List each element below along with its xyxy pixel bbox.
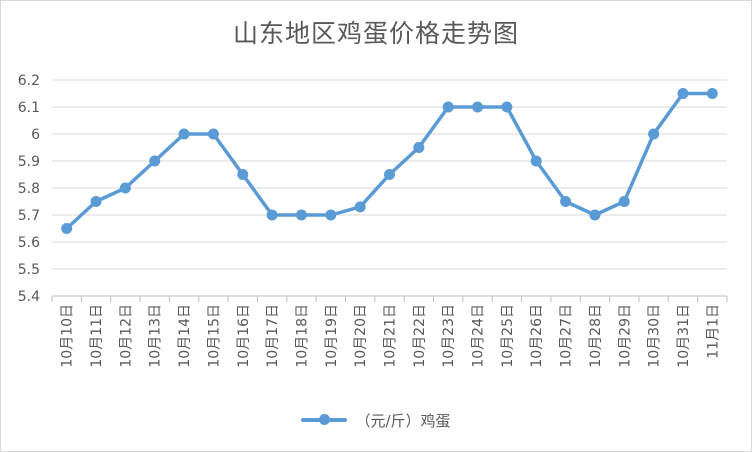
x-tick-label: 10月19日 <box>324 304 340 368</box>
x-tick-label: 11月1日 <box>705 304 721 359</box>
data-point <box>325 209 337 221</box>
data-point <box>706 88 718 99</box>
data-point <box>589 209 601 221</box>
data-point <box>384 169 395 180</box>
x-tick-label: 10月10日 <box>60 304 76 368</box>
x-tick-label: 10月27日 <box>559 304 575 368</box>
x-tick-label: 10月20日 <box>353 304 369 368</box>
data-point <box>472 101 484 113</box>
x-tick-label: 10月25日 <box>500 304 516 368</box>
x-tick-label: 10月30日 <box>647 304 663 368</box>
data-point <box>413 142 425 153</box>
data-point <box>677 88 689 99</box>
y-tick-label: 5.8 <box>18 181 40 197</box>
data-point <box>354 201 366 213</box>
data-point <box>90 196 102 207</box>
x-tick-label: 10月13日 <box>148 304 164 368</box>
legend: （元/斤）鸡蛋 <box>0 408 752 432</box>
x-tick-label: 10月14日 <box>177 304 193 368</box>
legend-label: （元/斤）鸡蛋 <box>355 411 451 430</box>
data-point <box>237 169 249 180</box>
data-point <box>119 182 131 194</box>
x-tick-label: 10月16日 <box>236 304 252 368</box>
x-tick-label: 10月11日 <box>89 304 105 368</box>
data-point <box>560 196 572 207</box>
y-tick-label: 6.1 <box>18 100 40 116</box>
x-axis: 10月10日 10月11日 10月12日 10月13日 10月14日 10月15日 10月1… <box>51 296 728 368</box>
x-tick-label: 10月29日 <box>617 304 633 368</box>
legend-line-marker <box>301 414 348 425</box>
x-tick-label: 10月18日 <box>294 304 310 368</box>
y-tick-label: 5.5 <box>18 262 40 278</box>
series-egg-price <box>61 88 718 234</box>
data-point <box>61 223 73 234</box>
x-tick-label: 10月23日 <box>441 304 457 368</box>
x-tick-label: 10月17日 <box>265 304 281 368</box>
y-tick-label: 6.2 <box>18 73 40 89</box>
x-tick-label: 10月22日 <box>412 304 428 368</box>
x-tick-label: 10月26日 <box>529 304 545 368</box>
y-tick-label: 5.7 <box>18 208 40 224</box>
data-point <box>295 209 307 221</box>
chart-title: 山东地区鸡蛋价格走势图 <box>232 19 519 48</box>
x-tick-label: 10月12日 <box>118 304 134 368</box>
x-tick-label: 10月28日 <box>588 304 604 368</box>
y-tick-label: 6 <box>31 127 40 143</box>
y-axis-labels: 5.4 5.5 5.6 5.7 5.8 5.9 6 6.1 6.2 <box>18 73 40 305</box>
data-point <box>501 101 513 113</box>
data-point <box>648 128 660 140</box>
y-tick-label: 5.9 <box>18 154 40 170</box>
x-tick-label: 10月31日 <box>676 304 692 368</box>
data-point <box>530 155 542 167</box>
data-point <box>442 101 454 113</box>
y-tick-label: 5.6 <box>18 235 40 251</box>
x-tick-label: 10月24日 <box>471 304 487 368</box>
data-point <box>618 196 630 207</box>
data-point <box>207 128 219 140</box>
x-tick-label: 10月15日 <box>206 304 222 368</box>
data-point <box>149 155 161 167</box>
gridlines <box>52 79 727 297</box>
y-tick-label: 5.4 <box>18 289 40 305</box>
data-point <box>266 209 278 221</box>
data-point <box>178 128 190 140</box>
x-tick-label: 10月21日 <box>383 304 399 368</box>
